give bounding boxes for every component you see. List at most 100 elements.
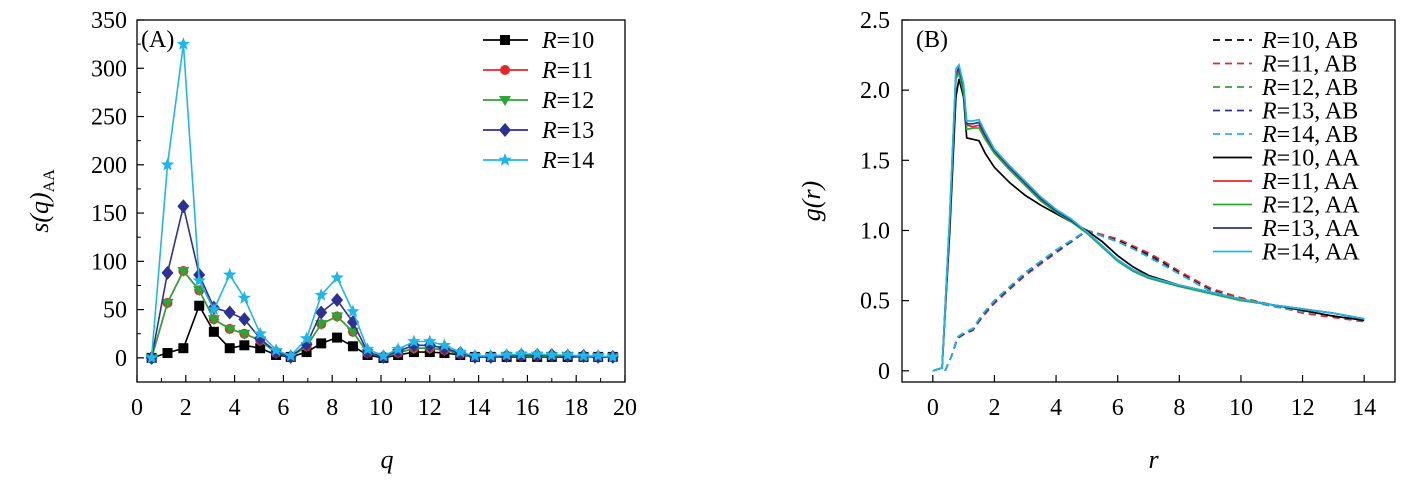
data-point (254, 331, 267, 346)
data-point (437, 338, 452, 351)
legend-item-r11: R=11 (483, 58, 593, 84)
legend-label: R=12, AA (1261, 193, 1360, 219)
legend-variable: R (541, 88, 557, 114)
data-point (316, 338, 327, 349)
x-axis-label: q (381, 445, 394, 474)
legend-value: =10 (557, 28, 595, 54)
data-point (346, 327, 359, 338)
legend-variable: R (1261, 193, 1277, 219)
data-point (161, 265, 174, 280)
x-tick-label: 0 (927, 395, 939, 421)
y-axis-label-main: s(q) (25, 192, 54, 232)
legend-variable: R (1261, 122, 1277, 148)
y-tick-label: 350 (91, 8, 127, 34)
x-tick-label: 18 (564, 395, 588, 421)
data-point (269, 343, 283, 356)
legend-item-aa-r14: R=14, AA (1213, 240, 1360, 266)
legend-value: =11, AA (1277, 169, 1360, 195)
legend-item-ab-r12: R=12, AB (1213, 75, 1358, 101)
x-tick-label: 12 (418, 395, 442, 421)
legend-item-aa-r11: R=11, AA (1213, 169, 1359, 195)
x-axis-label: r (1148, 445, 1159, 474)
data-point (238, 312, 251, 327)
series-line (151, 303, 613, 359)
legend-item-aa-r10: R=10, AA (1213, 146, 1360, 172)
data-point (407, 334, 421, 348)
legend-value: =10, AB (1277, 28, 1359, 54)
y-tick-label: 150 (91, 201, 127, 227)
data-point (177, 266, 190, 277)
legend-item-r12: R=12 (483, 88, 594, 114)
data-point (315, 320, 328, 331)
x-tick-label: 8 (1173, 395, 1185, 421)
x-tick-label: 16 (515, 395, 539, 421)
data-point (237, 291, 251, 304)
data-point (160, 157, 175, 171)
series-r13 (145, 199, 619, 365)
data-point (500, 348, 514, 361)
series-line (150, 269, 613, 359)
x-tick-label: 6 (277, 395, 289, 421)
y-tick-label: 0.5 (860, 289, 890, 315)
data-point (176, 37, 190, 50)
legend-label: R=11, AB (1261, 52, 1357, 78)
y-tick-label: 250 (91, 105, 127, 131)
legend-variable: R (1261, 216, 1277, 242)
legend-label: R=11 (541, 58, 593, 84)
legend-variable: R (541, 118, 557, 144)
legend-marker (500, 65, 510, 75)
data-point (284, 348, 298, 362)
legend-variable: R (1261, 99, 1277, 125)
legend-marker (500, 35, 510, 45)
x-tick-label: 4 (229, 395, 241, 421)
legend-item-ab-r14: R=14, AB (1213, 122, 1358, 148)
legend-variable: R (1261, 52, 1277, 78)
legend-marker (499, 123, 511, 137)
legend-variable: R (1261, 28, 1277, 54)
data-point (238, 329, 251, 340)
data-point (223, 324, 236, 335)
data-point (530, 347, 544, 360)
panel-label: (A) (141, 27, 174, 53)
legend-value: =10, AA (1277, 146, 1361, 172)
legend-label: R=13, AB (1261, 99, 1358, 125)
data-point (239, 340, 250, 351)
data-point (208, 326, 219, 337)
data-point (207, 315, 220, 326)
x-tick-label: 2 (180, 395, 192, 421)
legend-variable: R (1261, 240, 1277, 266)
data-point (391, 342, 405, 355)
legend-item-ab-r13: R=13, AB (1213, 99, 1358, 125)
legend-value: =13, AA (1277, 216, 1361, 242)
y-tick-label: 300 (91, 56, 127, 82)
x-tick-label: 4 (1050, 395, 1062, 421)
data-point (162, 348, 173, 359)
legend-item-aa-r12: R=12, AA (1213, 193, 1360, 219)
legend-item-r13: R=13 (483, 118, 594, 144)
data-point (314, 288, 328, 301)
data-point (576, 348, 591, 362)
data-point (177, 199, 190, 214)
legend-marker (498, 153, 512, 166)
y-tick-label: 0 (115, 346, 127, 372)
legend-item-ab-r11: R=11, AB (1213, 52, 1357, 78)
legend-item-ab-r10: R=10, AB (1213, 28, 1358, 54)
data-point (591, 348, 605, 362)
x-tick-label: 8 (326, 395, 338, 421)
x-tick-label: 0 (131, 395, 143, 421)
y-axis-label-subscript: AA (41, 169, 58, 193)
y-axis-label: s(q)AA (25, 169, 58, 233)
plot-frame (901, 19, 1396, 383)
panel-label: (B) (916, 27, 948, 53)
legend-label: R=11, AA (1261, 169, 1359, 195)
data-point (161, 298, 174, 309)
data-point (192, 273, 206, 287)
y-tick-label: 100 (91, 249, 127, 275)
data-point (194, 300, 205, 311)
data-point (360, 342, 375, 355)
data-point (332, 332, 343, 343)
data-point (468, 348, 482, 362)
legend-variable: R (541, 148, 557, 174)
